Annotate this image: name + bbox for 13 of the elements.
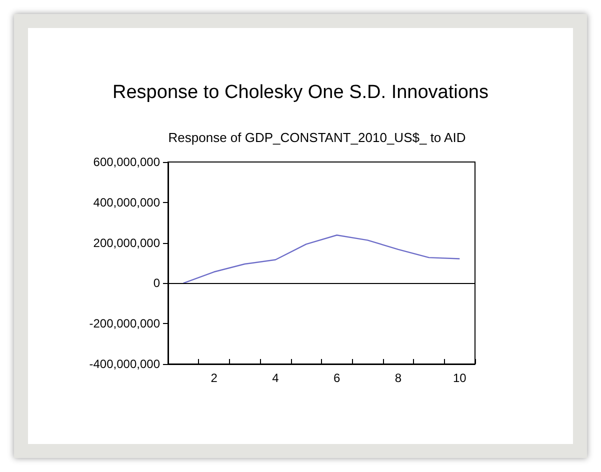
x-tick-label: 4 (272, 371, 280, 385)
y-tick-label: 200,000,000 (93, 236, 160, 250)
x-tick-label: 10 (452, 371, 467, 385)
chart-subtitle: Response of GDP_CONSTANT_2010_US$_ to AID (168, 130, 466, 145)
chart-title: Response to Cholesky One S.D. Innovations (112, 82, 488, 103)
y-tick-label: 400,000,000 (93, 195, 160, 210)
x-tick-label: 6 (334, 371, 341, 385)
x-tick-label: 2 (210, 371, 218, 385)
y-tick-label: 600,000,000 (93, 155, 160, 169)
y-tick-label: -400,000,000 (89, 357, 160, 371)
x-tick-label: 8 (394, 371, 402, 385)
y-tick-label: -200,000,000 (89, 316, 160, 331)
y-tick-label: 0 (153, 276, 160, 290)
